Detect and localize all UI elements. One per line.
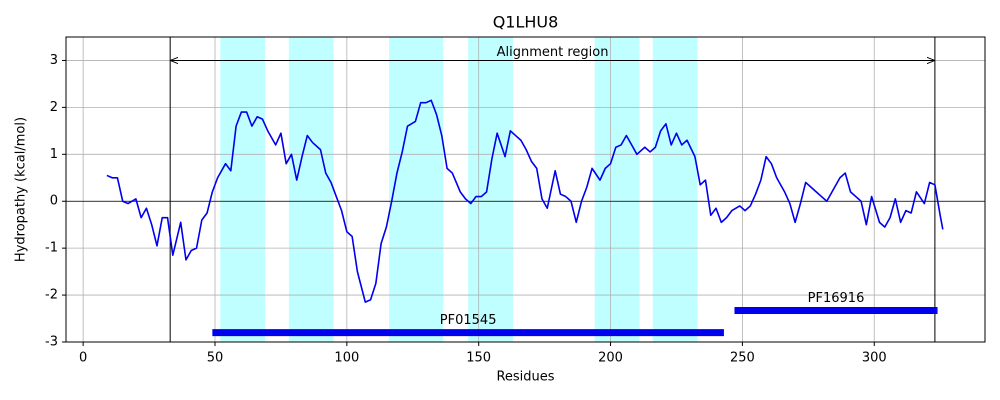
hydropathy-line bbox=[106, 99, 944, 303]
region bbox=[594, 37, 640, 342]
x-tick-label: 100 bbox=[334, 351, 359, 366]
y-tick-label: 2 bbox=[50, 100, 58, 115]
x-tick-label: 200 bbox=[598, 351, 623, 366]
x-tick-label: 150 bbox=[466, 351, 491, 366]
chart-title: Q1LHU8 bbox=[493, 13, 559, 32]
x-tick-label: 300 bbox=[862, 351, 887, 366]
region bbox=[468, 37, 513, 342]
region bbox=[389, 37, 444, 342]
y-tick-label: 3 bbox=[50, 53, 58, 68]
y-tick-label: -2 bbox=[45, 288, 58, 303]
x-tick-label: 50 bbox=[207, 351, 224, 366]
y-axis-label: Hydropathy (kcal/mol) bbox=[14, 117, 29, 262]
x-tick-label: 0 bbox=[79, 351, 87, 366]
domain-label: PF01545 bbox=[440, 313, 497, 328]
x-axis-label: Residues bbox=[496, 370, 554, 385]
region bbox=[288, 37, 334, 342]
region bbox=[652, 37, 698, 342]
domain-label: PF16916 bbox=[808, 291, 865, 306]
plot-frame bbox=[65, 36, 986, 343]
y-tick-label: -1 bbox=[45, 241, 58, 256]
y-tick-label: 0 bbox=[50, 194, 58, 209]
y-tick-label: -3 bbox=[45, 335, 58, 350]
alignment-label: Alignment region bbox=[497, 45, 609, 60]
y-tick-label: 1 bbox=[50, 147, 58, 162]
region bbox=[220, 37, 266, 342]
x-tick-label: 250 bbox=[730, 351, 755, 366]
